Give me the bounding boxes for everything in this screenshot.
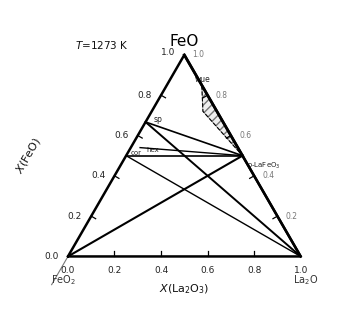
- Text: 0.0: 0.0: [61, 266, 75, 275]
- Text: 0.6: 0.6: [114, 131, 128, 140]
- Text: 0.2: 0.2: [286, 212, 298, 221]
- Text: 0.6: 0.6: [201, 266, 215, 275]
- Text: La$_2$O: La$_2$O: [293, 273, 318, 287]
- Text: 0.0: 0.0: [44, 252, 59, 261]
- Text: 0.4: 0.4: [154, 266, 168, 275]
- Text: o-LaFeO$_3$: o-LaFeO$_3$: [247, 160, 281, 171]
- Text: hex: hex: [146, 147, 159, 153]
- Text: 0.8: 0.8: [216, 91, 228, 100]
- Text: 1.0: 1.0: [294, 266, 308, 275]
- Text: cor: cor: [131, 150, 142, 156]
- Text: 0.2: 0.2: [68, 212, 82, 221]
- Text: $X$(La$_2$O$_3$): $X$(La$_2$O$_3$): [159, 282, 210, 296]
- Text: 1.0: 1.0: [193, 50, 204, 59]
- Text: FeO$_2$: FeO$_2$: [51, 273, 76, 287]
- Text: 0.4: 0.4: [91, 171, 105, 180]
- Polygon shape: [184, 55, 243, 156]
- Text: wue: wue: [195, 75, 211, 84]
- Text: sp: sp: [154, 115, 163, 124]
- Text: $T$=1273 K: $T$=1273 K: [75, 39, 129, 51]
- Text: 0.4: 0.4: [262, 171, 274, 180]
- Text: $X$(FeO): $X$(FeO): [13, 135, 44, 176]
- Text: 0.8: 0.8: [137, 91, 152, 100]
- Text: 1.0: 1.0: [161, 48, 175, 57]
- Text: 0.2: 0.2: [107, 266, 121, 275]
- Text: 0.6: 0.6: [239, 131, 251, 140]
- Text: FeO: FeO: [170, 34, 199, 49]
- Text: 0.8: 0.8: [247, 266, 261, 275]
